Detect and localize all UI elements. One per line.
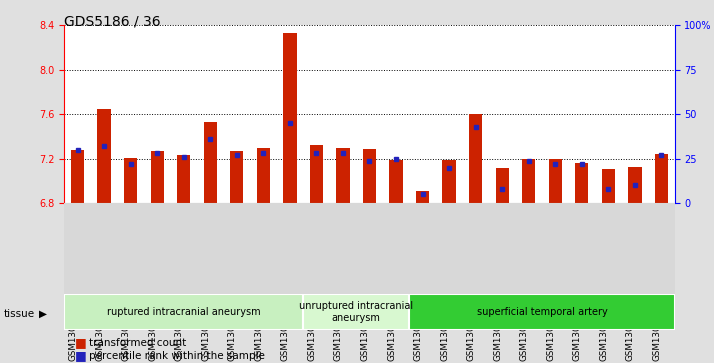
- Bar: [230, 151, 243, 203]
- Bar: [655, 154, 668, 203]
- Bar: [283, 33, 296, 203]
- Bar: [71, 150, 84, 203]
- Text: superficial temporal artery: superficial temporal artery: [477, 307, 608, 317]
- Bar: [197, 203, 223, 296]
- Bar: [628, 167, 642, 203]
- Bar: [595, 203, 622, 296]
- FancyBboxPatch shape: [303, 294, 409, 330]
- Bar: [223, 203, 250, 296]
- Bar: [542, 203, 568, 296]
- Bar: [443, 160, 456, 203]
- Bar: [496, 168, 509, 203]
- Bar: [383, 203, 409, 296]
- Bar: [648, 203, 675, 296]
- Bar: [250, 203, 276, 296]
- Bar: [469, 114, 482, 203]
- Text: GDS5186 / 36: GDS5186 / 36: [64, 15, 161, 29]
- Bar: [363, 149, 376, 203]
- Bar: [151, 151, 164, 203]
- Bar: [117, 203, 144, 296]
- Bar: [97, 109, 111, 203]
- Text: ▶: ▶: [39, 309, 47, 319]
- Text: tissue: tissue: [4, 309, 35, 319]
- Bar: [436, 203, 463, 296]
- Text: ruptured intracranial aneurysm: ruptured intracranial aneurysm: [107, 307, 261, 317]
- Bar: [177, 155, 191, 203]
- Bar: [257, 148, 270, 203]
- Bar: [276, 203, 303, 296]
- Bar: [64, 203, 91, 296]
- Bar: [303, 203, 330, 296]
- Bar: [575, 163, 588, 203]
- Bar: [568, 203, 595, 296]
- Bar: [548, 159, 562, 203]
- Bar: [330, 203, 356, 296]
- Bar: [336, 148, 350, 203]
- Bar: [144, 203, 171, 296]
- Bar: [489, 203, 516, 296]
- FancyBboxPatch shape: [409, 294, 675, 330]
- Bar: [356, 203, 383, 296]
- Bar: [409, 203, 436, 296]
- Bar: [463, 203, 489, 296]
- FancyBboxPatch shape: [64, 294, 303, 330]
- Bar: [516, 203, 542, 296]
- Text: ■: ■: [75, 337, 86, 350]
- Bar: [522, 159, 536, 203]
- Text: percentile rank within the sample: percentile rank within the sample: [89, 351, 265, 361]
- Bar: [124, 158, 137, 203]
- Bar: [171, 203, 197, 296]
- Bar: [91, 203, 117, 296]
- Text: unruptured intracranial
aneurysm: unruptured intracranial aneurysm: [299, 301, 413, 323]
- Text: ■: ■: [75, 349, 86, 362]
- Bar: [602, 169, 615, 203]
- Bar: [622, 203, 648, 296]
- Bar: [416, 191, 429, 203]
- Bar: [389, 160, 403, 203]
- Text: transformed count: transformed count: [89, 338, 186, 348]
- Bar: [203, 122, 217, 203]
- Bar: [310, 146, 323, 203]
